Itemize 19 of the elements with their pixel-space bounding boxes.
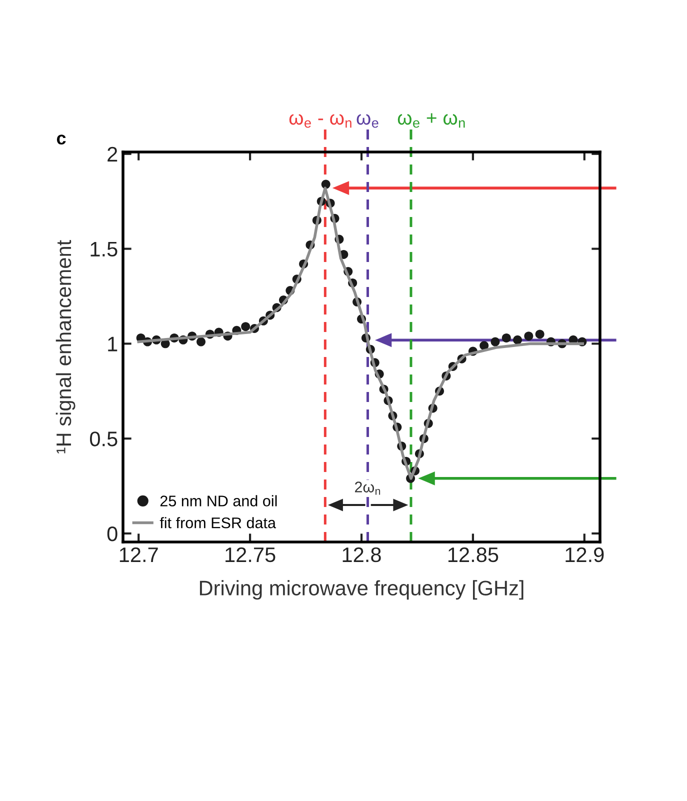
ref-line-label: ω$_{e}$ xyxy=(356,114,378,128)
y-tick-label: 2 xyxy=(108,146,118,162)
text: c xyxy=(56,134,66,145)
legend-label: 25 nm ND and oil xyxy=(160,495,277,506)
y-tick-label: 1.5 xyxy=(90,242,118,257)
y-axis-title: ¹H signal enhancement xyxy=(56,240,76,454)
y-tick-label: 0 xyxy=(107,526,118,542)
annotation: 2ω$_{n}$ xyxy=(354,482,380,495)
legend-label: fit from ESR data xyxy=(160,517,276,528)
x-axis-title: Driving microwave frequency [GHz] xyxy=(200,580,524,600)
ref-line-label: ω$_{e}$ + ω$_{n}$ xyxy=(398,113,465,128)
x-tick-label: 12.9 xyxy=(566,547,604,562)
y-tick-label: 1 xyxy=(108,336,118,352)
x-tick-label: 12.8 xyxy=(342,547,381,562)
y-tick-label: 0.5 xyxy=(90,432,118,446)
x-tick-label: 12.75 xyxy=(226,547,276,562)
x-tick-label: 12.85 xyxy=(448,547,498,562)
x-tick-label: 12.7 xyxy=(120,547,158,562)
ref-line-label: ω$_{e}$ - ω$_{n}$ xyxy=(289,114,352,128)
